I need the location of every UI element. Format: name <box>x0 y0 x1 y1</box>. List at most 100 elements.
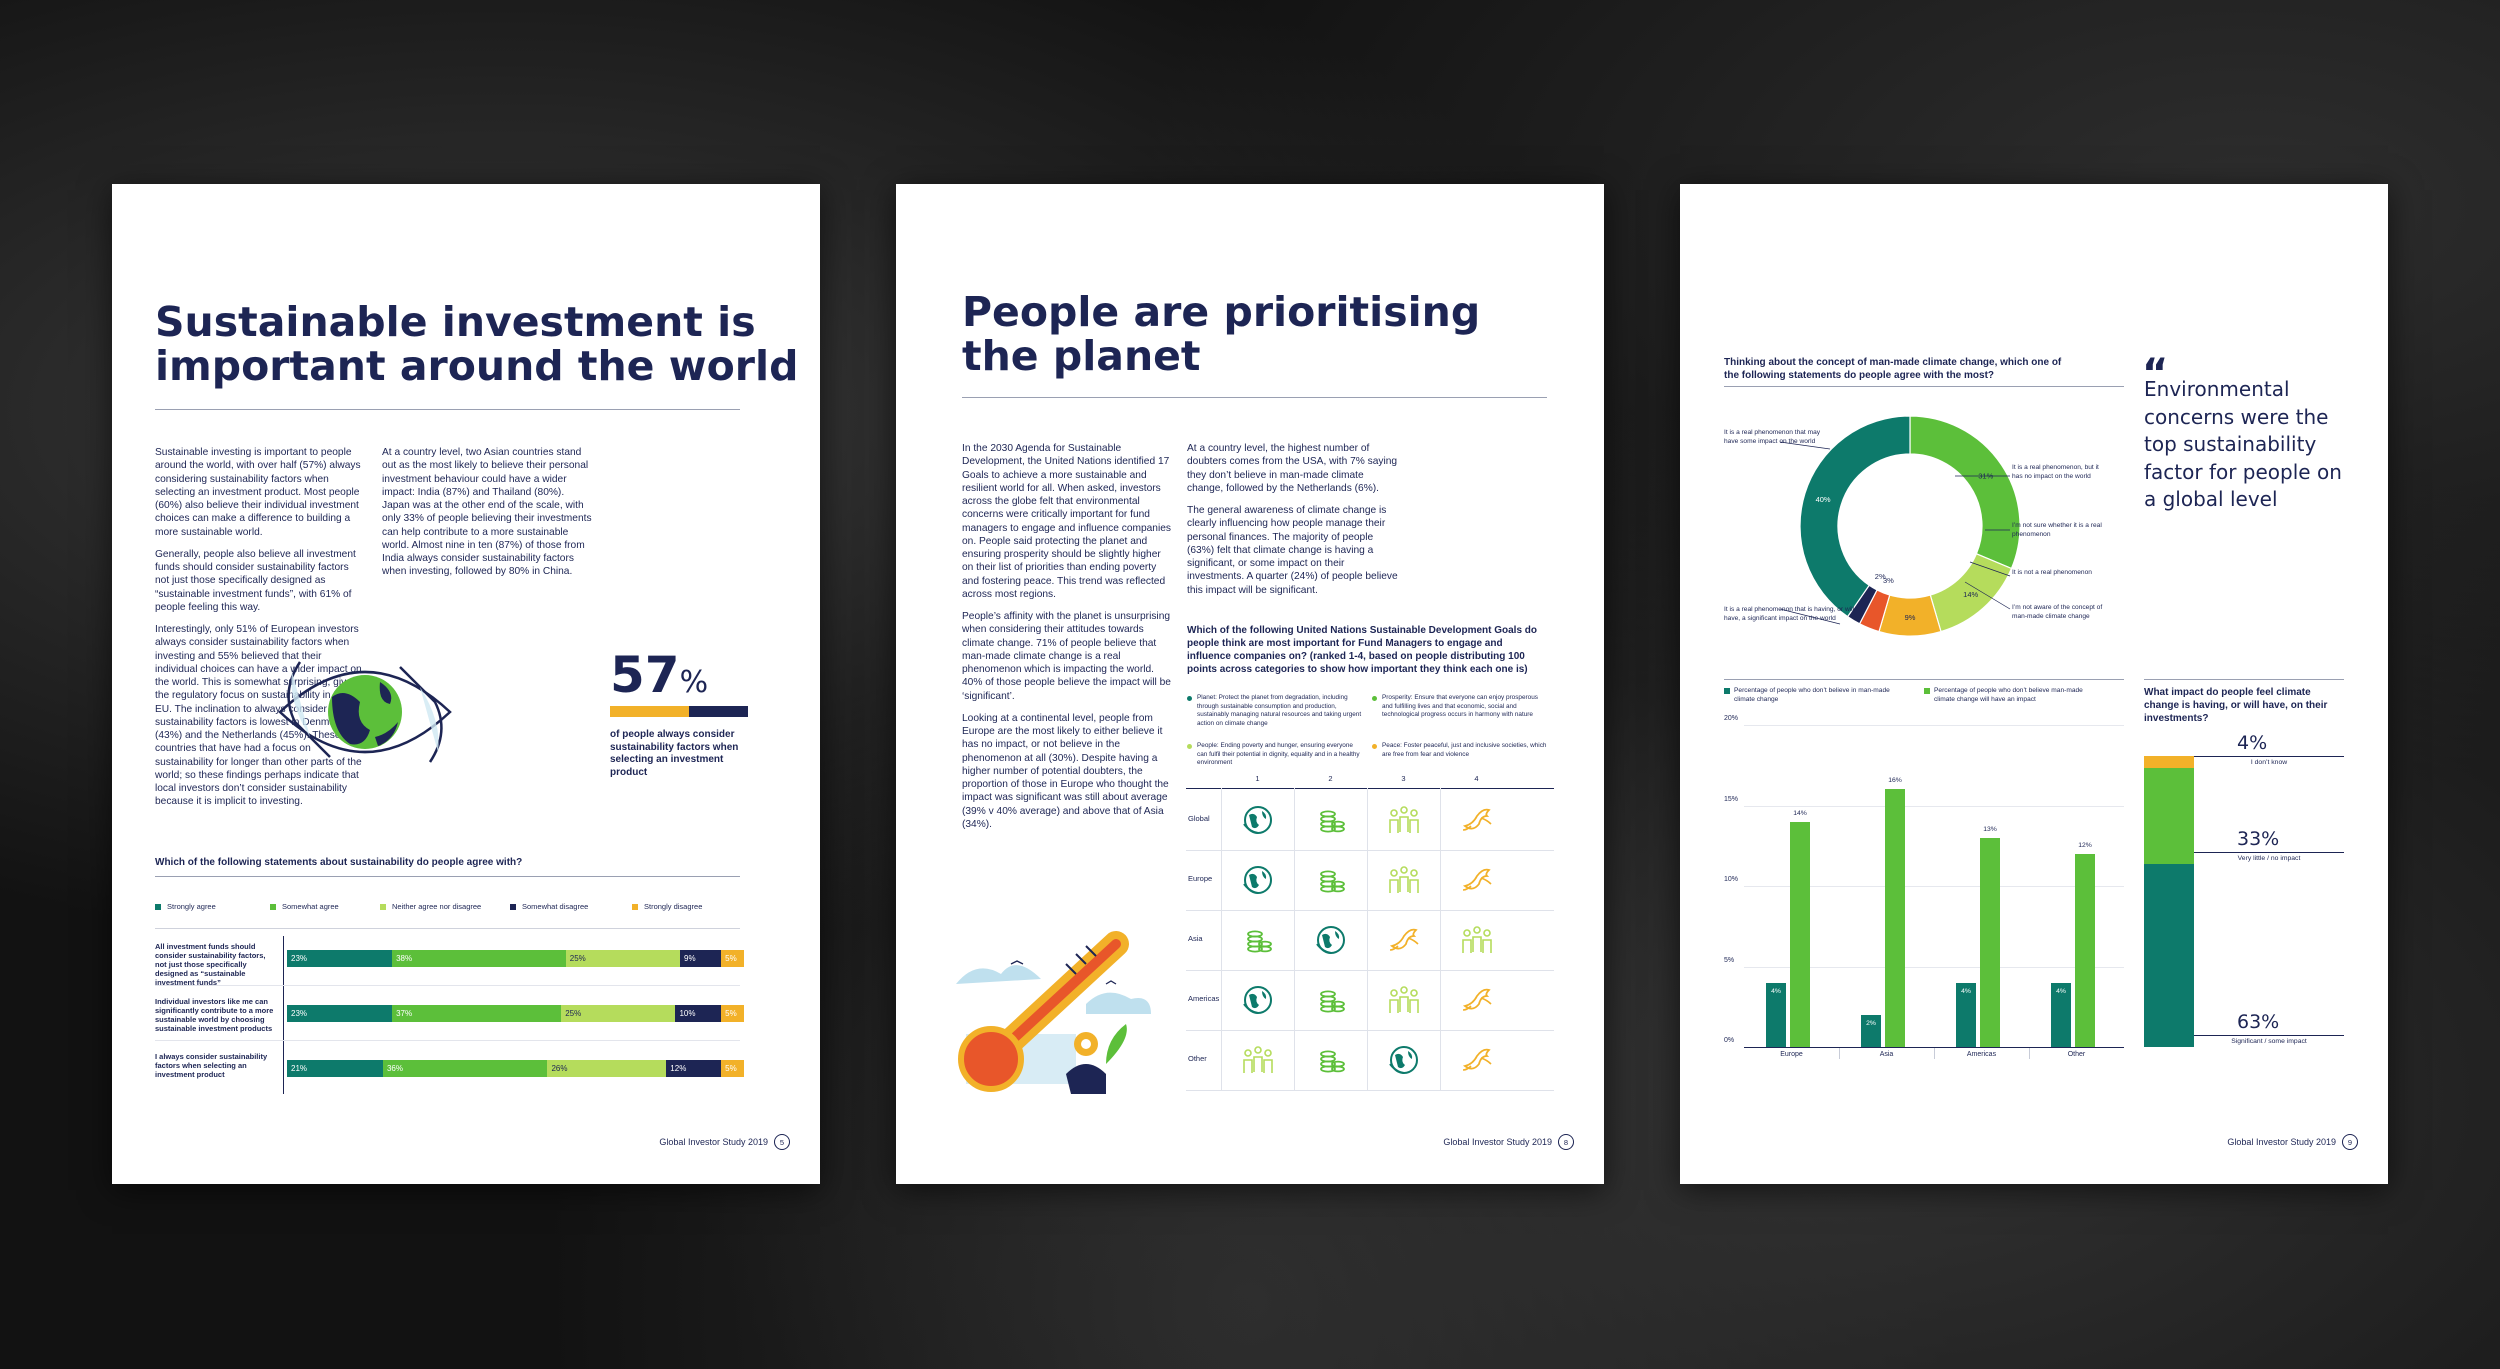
sdg-question: Which of the following United Nations Su… <box>1187 625 1538 675</box>
page-number: 9 <box>2342 1134 2358 1150</box>
page-title: People are prioritising the planet <box>962 290 1480 379</box>
prosperity-icon <box>1319 810 1345 833</box>
y-tick-label: 10% <box>1724 876 1739 883</box>
bar-segment: 21% <box>287 1060 383 1077</box>
rank-cell <box>1294 852 1367 908</box>
goal-legend: Planet: Protect the planet from degradat… <box>1187 694 1557 784</box>
y-tick-label: 20% <box>1724 715 1739 722</box>
goal-text: Prosperity: Ensure that everyone can enj… <box>1382 694 1538 719</box>
impact-question: What impact do people feel climate chang… <box>2144 687 2328 724</box>
rank-cell <box>1294 1032 1367 1088</box>
legend-label: Somewhat agree <box>282 902 339 911</box>
rank-header: 3 <box>1401 774 1406 783</box>
bar-segment-label: 5% <box>725 1009 737 1018</box>
bar-segment: 23% <box>287 1005 393 1022</box>
impact-underline <box>2194 755 2344 757</box>
body-column-1: Sustainable investing is important to pe… <box>155 446 365 818</box>
rank-cell <box>1221 972 1294 1028</box>
planet-icon <box>1242 806 1272 834</box>
x-category-label: Other <box>2067 1051 2086 1058</box>
paragraph: At a country level, two Asian countries … <box>382 447 592 578</box>
thermometer-illustration <box>956 931 1151 1094</box>
people-icon <box>1388 986 1419 1013</box>
bar-segment-label: 21% <box>291 1064 308 1073</box>
footer-text: Global Investor Study 2019 <box>2227 1137 2336 1147</box>
column-divider <box>1367 788 1368 1090</box>
bar-segment: 5% <box>721 1060 744 1077</box>
bar <box>1790 821 1810 1047</box>
bar-value-label: 2% <box>1866 1019 1876 1027</box>
goal-legend-item: Prosperity: Ensure that everyone can enj… <box>1372 694 1547 720</box>
impact-segment <box>2144 863 2194 1047</box>
pull-quote: Environmental concerns were the top sust… <box>2144 377 2342 512</box>
paragraph: In the 2030 Agenda for Sustainable Devel… <box>962 443 1171 600</box>
page-number: 8 <box>1558 1134 1574 1150</box>
chart-axis <box>283 936 284 1094</box>
people-icon <box>1461 926 1492 953</box>
rank-header: 1 <box>1255 774 1260 783</box>
table-top-rule <box>1186 788 1554 789</box>
rank-cell <box>1221 852 1294 908</box>
x-category-label: Europe <box>1780 1051 1803 1058</box>
row-divider <box>155 985 740 986</box>
body-column-2: At a country level, two Asian countries … <box>382 446 592 588</box>
impact-underline <box>2194 1035 2344 1036</box>
peace-icon <box>1389 928 1419 951</box>
group-divider <box>2029 1047 2030 1059</box>
donut-legend-label: It is not a real phenomenon <box>2012 569 2092 576</box>
paragraph: Looking at a continental level, people f… <box>962 712 1169 830</box>
region-label: Europe <box>1188 874 1213 883</box>
paragraph: At a country level, the highest number o… <box>1187 443 1398 494</box>
rank-cell <box>1440 792 1513 848</box>
gridline <box>1744 725 2124 726</box>
bar-segment: 9% <box>680 950 722 967</box>
planet-icon <box>1242 986 1272 1014</box>
planet-icon <box>1242 866 1272 894</box>
body-column-2: At a country level, the highest number o… <box>1187 442 1402 606</box>
legend-item: Neither agree nor disagree <box>380 902 481 911</box>
peace-icon <box>1462 808 1492 831</box>
legend-item: Strongly agree <box>155 902 216 911</box>
goal-text: Planet: Protect the planet from degradat… <box>1197 694 1362 727</box>
impact-label: I don’t know <box>2250 758 2288 766</box>
people-icon <box>1242 1046 1273 1073</box>
donut-slice <box>1799 415 1911 618</box>
donut-slice-label: 14% <box>1963 590 1978 599</box>
divider <box>1724 386 2124 387</box>
legend-label: Somewhat disagree <box>522 902 589 911</box>
rank-cell <box>1294 792 1367 848</box>
divider <box>155 876 740 877</box>
bar-segment-label: 9% <box>684 954 696 963</box>
paragraph: Generally, people also believe all inves… <box>155 548 356 613</box>
prosperity-icon <box>1246 930 1272 953</box>
stat-bar <box>610 706 748 717</box>
bar-category-label: I always consider sustainability factors… <box>155 1052 268 1079</box>
footer: Global Investor Study 2019 8 <box>1443 1134 1574 1150</box>
bar-segment-label: 38% <box>396 954 413 963</box>
donut-legend-label: It is a real phenomenon, but it has no i… <box>2012 464 2099 480</box>
bar-segment-label: 26% <box>551 1064 568 1073</box>
prosperity-icon <box>1319 990 1345 1013</box>
column-divider <box>1294 788 1295 1090</box>
footer: Global Investor Study 2019 5 <box>659 1134 790 1150</box>
people-icon <box>1388 866 1419 893</box>
donut-slice-label: 3% <box>1883 576 1894 585</box>
bar-segment-label: 23% <box>291 1009 308 1018</box>
footer-text: Global Investor Study 2019 <box>659 1137 768 1147</box>
rank-cell <box>1440 972 1513 1028</box>
impact-label: Significant / some impact <box>2231 1038 2307 1045</box>
legend-swatch <box>155 904 161 911</box>
divider <box>2144 679 2344 680</box>
column-divider <box>1440 788 1441 1090</box>
rank-cell <box>1367 792 1440 848</box>
paragraph: Interestingly, only 51% of European inve… <box>155 624 362 808</box>
prosperity-icon <box>1319 1050 1345 1073</box>
bar <box>1766 982 1786 1047</box>
x-axis <box>1744 1047 2124 1048</box>
bar-segment-label: 23% <box>291 954 308 963</box>
legend-item: Percentage of people who don’t believe i… <box>1724 687 1904 705</box>
bar-segment-label: 5% <box>725 954 737 963</box>
bar <box>1861 1014 1881 1047</box>
goal-legend-item: Peace: Foster peaceful, just and inclusi… <box>1372 742 1547 759</box>
donut-slice-label: 9% <box>1905 613 1916 622</box>
